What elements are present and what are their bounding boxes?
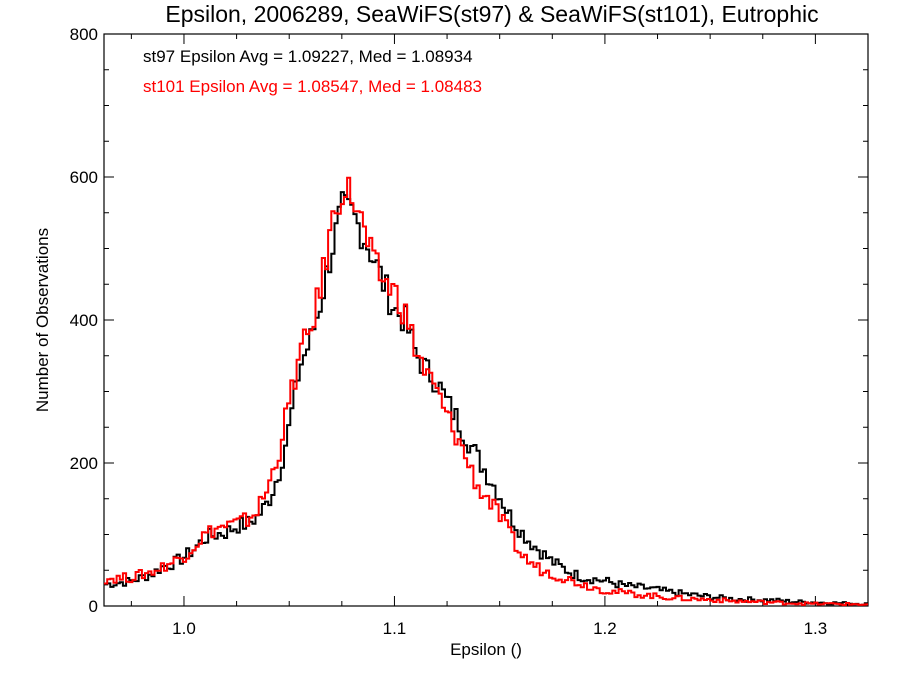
plot-area: 1.0 1.1 1.2 1.3 0 200 400 600 800: [70, 25, 869, 638]
y-tick-label: 0: [89, 597, 98, 616]
y-tick-label: 200: [70, 454, 98, 473]
y-axis: 0 200 400 600 800: [70, 25, 868, 616]
x-tick-label: 1.0: [172, 619, 196, 638]
y-tick-label: 400: [70, 311, 98, 330]
annotation-st97: st97 Epsilon Avg = 1.09227, Med = 1.0893…: [143, 47, 473, 66]
x-tick-label: 1.1: [383, 619, 407, 638]
x-axis-label: Epsilon (): [450, 640, 522, 659]
series-layer: [104, 176, 868, 607]
plot-frame: [103, 33, 869, 607]
series-st97-line: [104, 191, 868, 606]
y-axis-label: Number of Observations: [33, 228, 52, 412]
y-tick-label: 800: [70, 25, 98, 44]
y-tick-label: 600: [70, 168, 98, 187]
x-tick-label: 1.2: [593, 619, 617, 638]
x-axis: 1.0 1.1 1.2 1.3: [130, 34, 869, 638]
x-tick-label: 1.3: [804, 619, 828, 638]
series-st101-line: [104, 176, 868, 607]
chart-title: Epsilon, 2006289, SeaWiFS(st97) & SeaWiF…: [165, 1, 818, 27]
annotation-st101: st101 Epsilon Avg = 1.08547, Med = 1.084…: [143, 77, 482, 96]
